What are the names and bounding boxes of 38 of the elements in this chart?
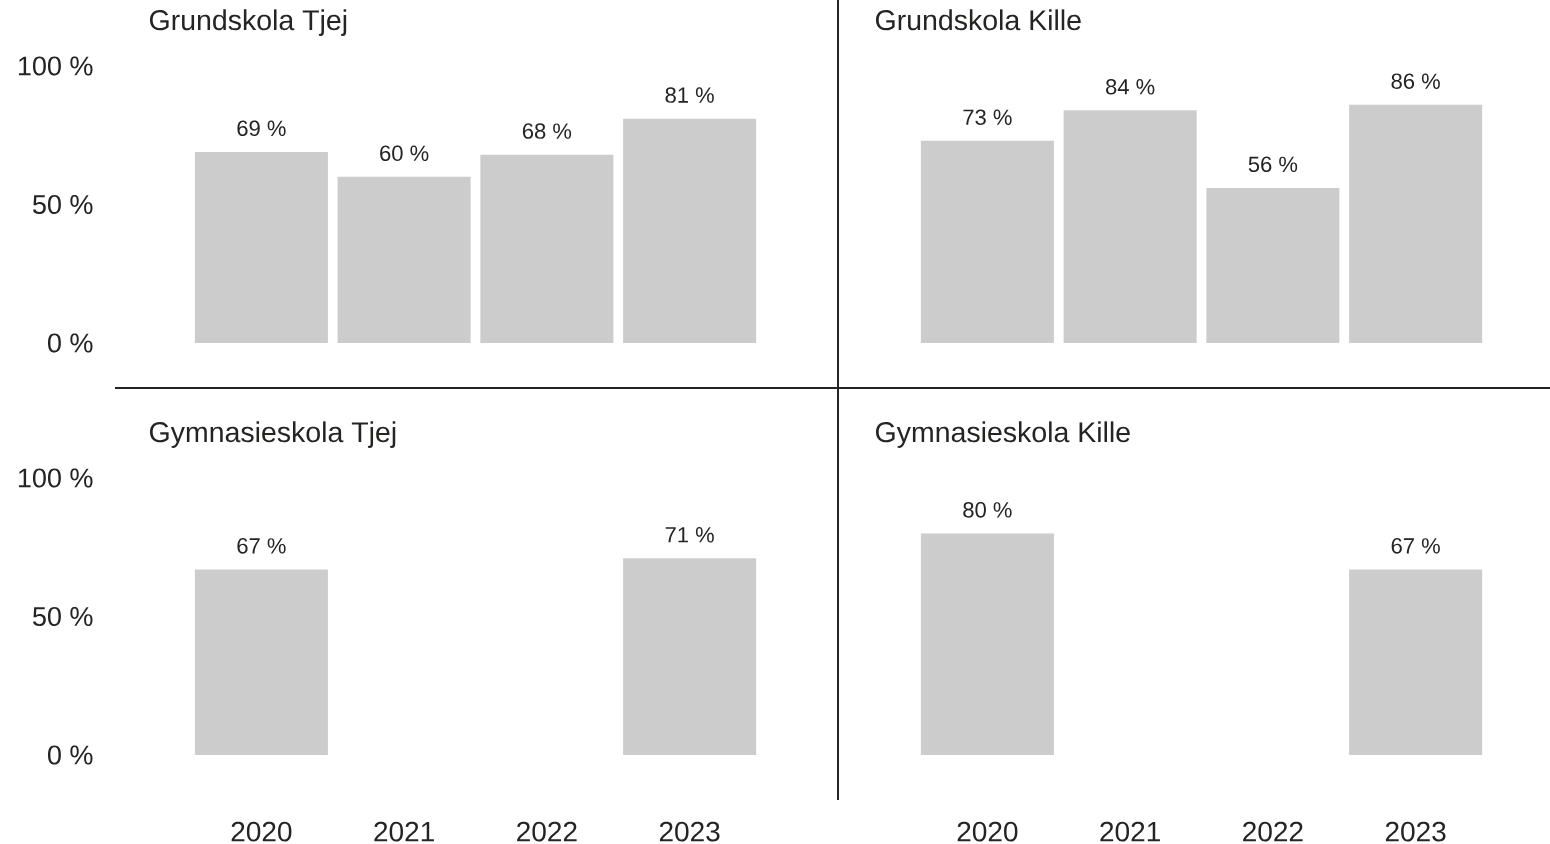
data-label: 81 % (665, 87, 714, 103)
chart-title: Grundskola Tjej (149, 9, 347, 36)
bar (623, 118, 757, 344)
y-tick-label: 50 % (33, 194, 93, 215)
bar (337, 176, 471, 344)
data-label: 60 % (380, 145, 429, 162)
chart-title: Gymnasieskola Tjej (149, 421, 396, 448)
data-label: 73 % (963, 109, 1012, 126)
y-tick-label: 0 % (47, 745, 93, 765)
y-tick-label: 50 % (33, 606, 93, 627)
x-tick-label: 2022 (1243, 821, 1303, 842)
data-label: 71 % (665, 527, 714, 543)
y-tick-label: 100 % (18, 56, 93, 76)
data-label: 84 % (1106, 78, 1155, 95)
bar (920, 140, 1054, 344)
data-label: 67 % (1391, 538, 1440, 554)
data-label: 69 % (237, 120, 286, 137)
x-tick-label: 2020 (231, 821, 292, 842)
chart-title: Gymnasieskola Kille (875, 421, 1130, 448)
y-tick-label: 0 % (47, 333, 93, 353)
data-label: 56 % (1248, 156, 1298, 173)
x-tick-label: 2021 (1100, 821, 1160, 842)
x-tick-label: 2023 (659, 821, 720, 842)
x-tick-label: 2022 (517, 821, 577, 842)
data-label: 86 % (1391, 73, 1440, 89)
x-tick-label: 2023 (1385, 821, 1446, 842)
x-tick-label: 2020 (957, 821, 1018, 842)
chart-title: Grundskola Kille (875, 9, 1081, 31)
bar (194, 151, 328, 344)
bar (1349, 104, 1483, 344)
data-label: 67 % (237, 538, 286, 554)
data-label: 80 % (963, 502, 1012, 518)
bar (1206, 187, 1340, 344)
bar (480, 154, 614, 344)
bar (1063, 110, 1197, 344)
data-label: 68 % (522, 123, 572, 139)
x-tick-label: 2021 (374, 821, 434, 842)
y-tick-label: 100 % (18, 468, 93, 488)
